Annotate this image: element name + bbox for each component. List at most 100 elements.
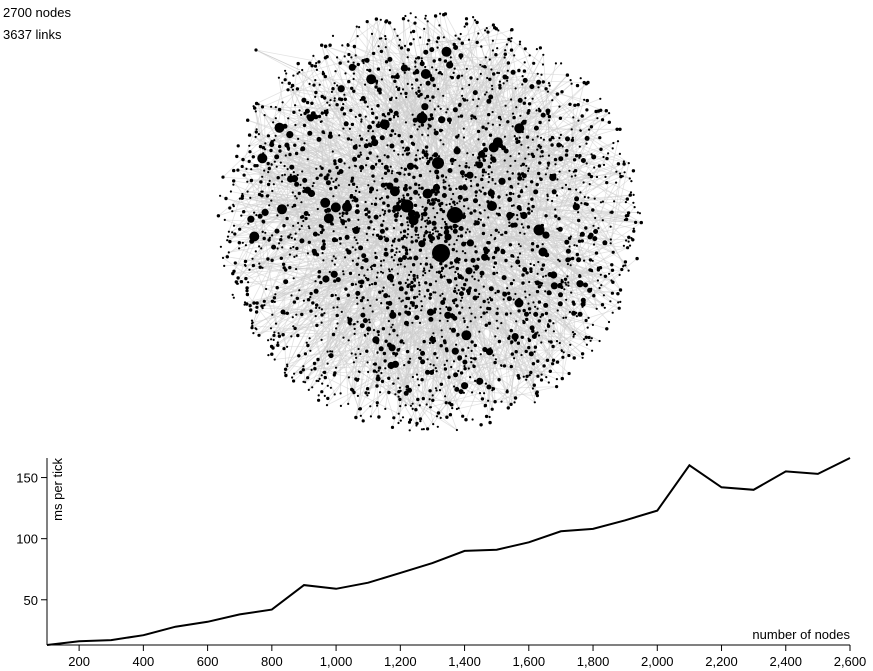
graph-node[interactable]	[586, 326, 589, 329]
graph-node[interactable]	[453, 289, 457, 293]
graph-node[interactable]	[429, 363, 432, 366]
graph-node[interactable]	[360, 120, 363, 123]
graph-node[interactable]	[522, 101, 526, 105]
graph-node[interactable]	[322, 370, 327, 375]
graph-node[interactable]	[552, 322, 555, 325]
graph-node[interactable]	[376, 330, 380, 334]
graph-node[interactable]	[623, 260, 628, 264]
graph-node[interactable]	[580, 202, 583, 205]
graph-node[interactable]	[544, 173, 548, 176]
graph-node[interactable]	[481, 174, 484, 177]
graph-node[interactable]	[605, 327, 609, 331]
graph-node[interactable]	[387, 390, 391, 395]
graph-node[interactable]	[387, 21, 392, 25]
graph-node[interactable]	[267, 354, 270, 357]
graph-node[interactable]	[461, 94, 464, 97]
graph-node[interactable]	[337, 158, 343, 164]
graph-node[interactable]	[490, 84, 494, 87]
graph-node[interactable]	[412, 38, 415, 41]
graph-node[interactable]	[485, 91, 488, 94]
graph-node[interactable]	[358, 273, 361, 276]
graph-node[interactable]	[565, 73, 570, 77]
graph-node[interactable]	[306, 343, 310, 348]
graph-node[interactable]	[410, 235, 413, 239]
graph-node[interactable]	[467, 207, 470, 210]
graph-node[interactable]	[618, 127, 622, 131]
graph-node[interactable]	[323, 132, 326, 135]
graph-node[interactable]	[527, 153, 530, 156]
graph-node[interactable]	[497, 115, 502, 120]
graph-node[interactable]	[527, 169, 530, 172]
graph-node[interactable]	[312, 361, 317, 366]
graph-node[interactable]	[394, 393, 397, 396]
graph-node[interactable]	[349, 108, 353, 113]
graph-node[interactable]	[351, 182, 356, 186]
graph-node[interactable]	[280, 180, 284, 183]
graph-node[interactable]	[481, 125, 485, 129]
graph-node[interactable]	[555, 92, 560, 96]
graph-node[interactable]	[378, 290, 382, 294]
graph-node[interactable]	[404, 404, 407, 407]
graph-node[interactable]	[406, 296, 411, 301]
graph-node[interactable]	[443, 220, 447, 224]
graph-node[interactable]	[602, 240, 608, 246]
graph-node[interactable]	[455, 187, 458, 190]
graph-node[interactable]	[509, 402, 513, 406]
graph-node[interactable]	[363, 257, 369, 263]
graph-node[interactable]	[449, 327, 452, 330]
graph-node[interactable]	[428, 398, 431, 401]
graph-node[interactable]	[395, 110, 398, 113]
graph-node[interactable]	[357, 257, 360, 260]
graph-node[interactable]	[467, 38, 471, 41]
graph-node[interactable]	[428, 99, 432, 102]
graph-node[interactable]	[557, 258, 560, 261]
graph-node[interactable]	[542, 53, 545, 56]
graph-node[interactable]	[272, 121, 275, 124]
graph-node[interactable]	[358, 144, 361, 147]
graph-node[interactable]	[276, 176, 280, 180]
graph-node[interactable]	[584, 335, 588, 339]
graph-node[interactable]	[299, 183, 302, 186]
graph-node[interactable]	[371, 130, 374, 133]
graph-node[interactable]	[255, 128, 258, 131]
graph-node[interactable]	[260, 190, 263, 193]
graph-node[interactable]	[339, 392, 342, 395]
graph-node[interactable]	[587, 316, 590, 319]
graph-node[interactable]	[528, 351, 534, 357]
graph-node[interactable]	[418, 284, 421, 287]
graph-node[interactable]	[563, 277, 568, 281]
graph-node[interactable]	[590, 153, 593, 156]
graph-node[interactable]	[270, 199, 273, 202]
graph-node[interactable]	[262, 236, 266, 241]
graph-node[interactable]	[551, 362, 555, 366]
graph-node[interactable]	[243, 259, 248, 264]
graph-node[interactable]	[409, 31, 413, 34]
graph-node[interactable]	[547, 323, 550, 326]
graph-node[interactable]	[483, 192, 487, 196]
graph-node[interactable]	[235, 154, 239, 159]
graph-node[interactable]	[415, 154, 418, 157]
graph-node[interactable]	[463, 365, 466, 368]
graph-node[interactable]	[455, 266, 459, 271]
graph-node[interactable]	[410, 280, 414, 285]
graph-node[interactable]	[426, 358, 429, 361]
graph-node[interactable]	[381, 289, 384, 293]
graph-node[interactable]	[493, 400, 497, 404]
graph-node[interactable]	[418, 125, 421, 128]
graph-node[interactable]	[484, 414, 489, 419]
graph-node[interactable]	[355, 25, 358, 28]
graph-node[interactable]	[455, 292, 458, 295]
graph-node[interactable]	[440, 300, 446, 305]
graph-node[interactable]	[531, 97, 534, 100]
graph-node[interactable]	[506, 61, 511, 65]
graph-node[interactable]	[281, 81, 284, 84]
graph-node[interactable]	[409, 270, 413, 273]
graph-node[interactable]	[429, 265, 434, 269]
graph-node[interactable]	[622, 244, 626, 247]
graph-node[interactable]	[459, 114, 464, 118]
graph-node[interactable]	[453, 67, 456, 70]
graph-node[interactable]	[376, 351, 379, 354]
graph-node[interactable]	[575, 154, 579, 158]
graph-node[interactable]	[510, 98, 513, 101]
graph-node[interactable]	[446, 319, 449, 323]
